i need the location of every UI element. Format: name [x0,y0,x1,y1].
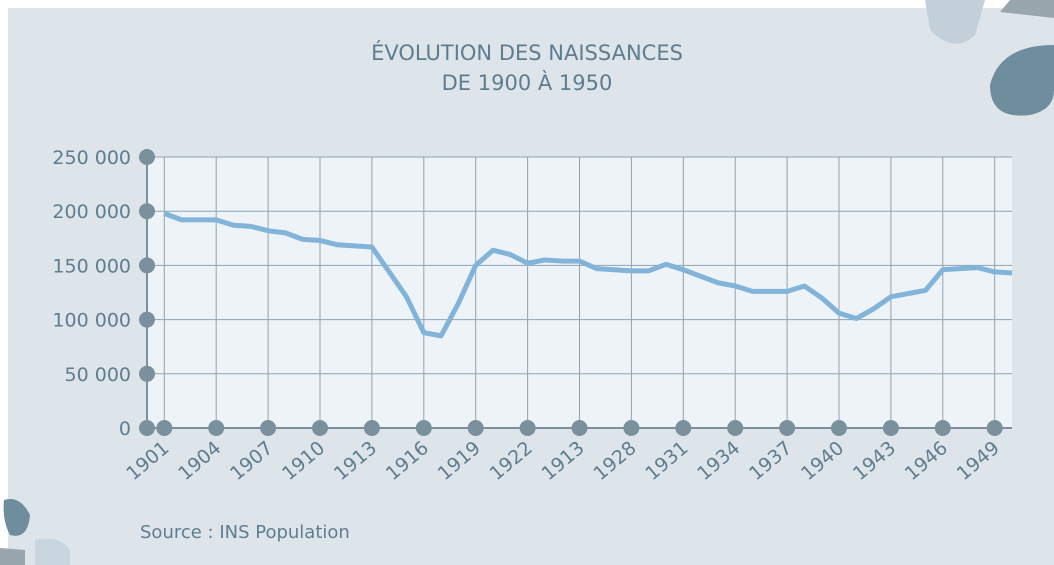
data-line [163,211,1013,339]
leaf [0,548,25,565]
y-tick-label: 150 000 [52,255,131,277]
chart-title: ÉVOLUTION DES NAISSANCES [371,40,683,65]
y-tick-label: 200 000 [52,201,131,223]
chart-title: DE 1900 À 1950 [442,70,613,95]
leaf [35,538,70,565]
y-tick-label: 0 [119,418,131,440]
y-tick-label: 100 000 [52,310,131,332]
y-tick-label: 250 000 [52,147,131,169]
leaf [1000,0,1054,18]
leaf [990,45,1054,116]
leaf [925,0,985,44]
source: Source : INS Population [140,522,350,543]
leaf [3,499,30,536]
y-tick-label: 50 000 [65,364,131,386]
